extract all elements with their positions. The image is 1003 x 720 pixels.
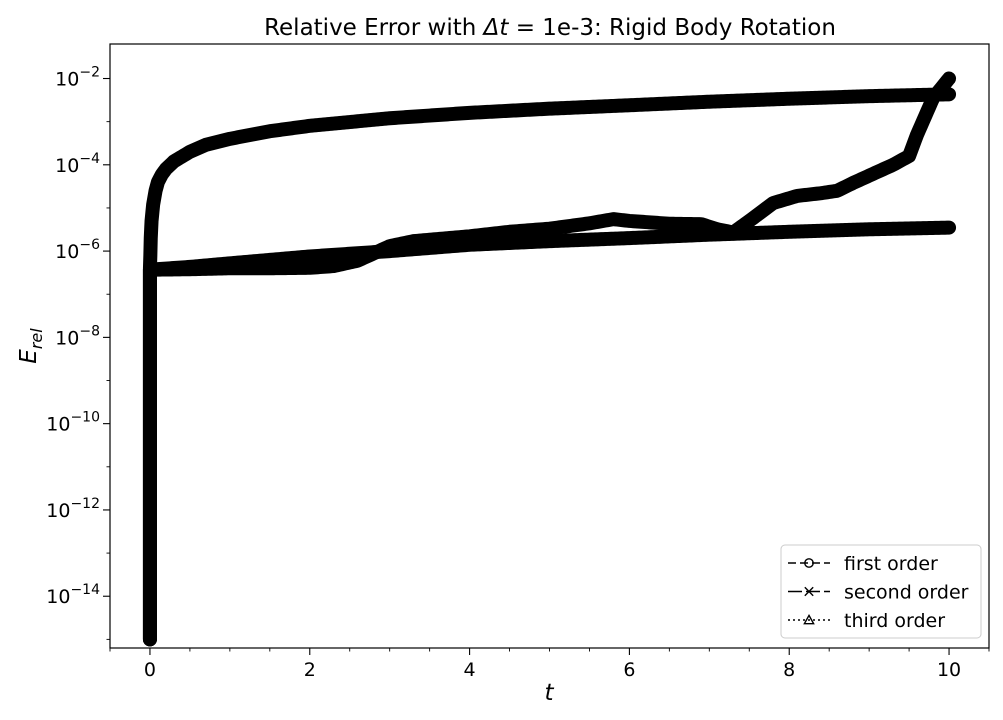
data-point-s2-7 [544, 236, 555, 246]
y-tick-label-5: 10−12 [46, 496, 100, 522]
data-point-s1-5 [148, 199, 159, 210]
data-point-s3-23 [791, 189, 804, 201]
x-tick-label-2: 4 [464, 659, 476, 681]
plot-area [142, 71, 957, 647]
y-axis-label-sub: rel [27, 328, 46, 349]
y-tick-label-3: 10−8 [55, 323, 100, 349]
y-axis-ticks: 10−2 10−4 10−6 10−8 10−10 10−12 10−14 [46, 65, 110, 640]
data-point-s1-15 [304, 120, 315, 131]
x-axis-ticks: 0 2 4 6 8 10 [109, 648, 990, 681]
data-point-s3-22 [767, 196, 780, 208]
data-point-s3-21 [743, 214, 756, 226]
legend-item-3: third order [788, 610, 945, 632]
series-dash-3 [149, 78, 950, 640]
data-point-s3-18 [695, 218, 708, 229]
x-tick-label-4: 8 [783, 659, 795, 681]
chart-title-prefix: Relative Error with [264, 15, 484, 41]
data-point-s2-8 [624, 233, 635, 243]
data-point-s1-11 [185, 146, 195, 157]
data-point-s1-22 [864, 91, 875, 102]
x-tick-label-5: 10 [937, 659, 961, 681]
data-point-s1-17 [464, 107, 475, 118]
data-point-s3-10 [431, 232, 444, 244]
data-point-s3-16 [623, 214, 636, 226]
y-axis-label-main: E [16, 349, 42, 364]
legend-item-2: second order [788, 582, 969, 604]
data-point-s1-10 [169, 156, 179, 167]
data-point-s3-0 [144, 633, 156, 644]
data-point-s2-11 [864, 224, 874, 234]
data-point-s1-2 [145, 250, 156, 261]
data-point-s3-27 [871, 165, 883, 177]
data-point-s3-5 [303, 261, 316, 273]
data-point-s1-16 [384, 113, 395, 124]
data-point-s1-18 [544, 103, 555, 114]
chart-title-math: Δt [482, 15, 510, 41]
series-first-order [142, 87, 957, 647]
legend-label-3: third order [844, 610, 945, 632]
y-tick-label-1: 10−4 [55, 151, 100, 177]
y-tick-label-0: 10−2 [55, 65, 100, 91]
data-point-s3-2 [184, 263, 196, 274]
data-point-s3-26 [847, 176, 859, 188]
data-point-s1-13 [224, 133, 235, 144]
data-point-s3-28 [887, 158, 899, 170]
x-tick-label-0: 0 [144, 659, 156, 681]
y-axis-label: Erel [16, 328, 46, 364]
data-point-s1-21 [784, 93, 795, 104]
data-point-s3-25 [831, 184, 843, 196]
data-point-s3-17 [663, 217, 676, 229]
data-point-s3-4 [264, 262, 276, 273]
legend-label-2: second order [844, 582, 969, 604]
y-tick-label-4: 10−10 [46, 410, 100, 436]
data-point-s3-9 [407, 235, 420, 246]
data-point-s3-1 [144, 263, 156, 275]
y-tick-label-6: 10−14 [46, 582, 100, 608]
data-point-s2-4 [305, 251, 315, 262]
data-point-s3-20 [727, 226, 740, 237]
data-point-s1-3 [145, 233, 156, 243]
data-point-s3-14 [583, 217, 596, 228]
legend-item-1: first order [788, 553, 938, 575]
data-point-s1-19 [624, 100, 635, 111]
data-point-s1-20 [704, 96, 715, 107]
data-point-s1-9 [161, 164, 171, 174]
data-point-s3-6 [327, 259, 340, 271]
data-point-s3-29 [903, 149, 915, 161]
data-point-s3-13 [543, 222, 556, 234]
legend-marker-1 [804, 558, 814, 568]
series-dash-1 [149, 93, 950, 640]
data-point-s3-31 [927, 92, 939, 103]
data-point-s3-15 [607, 213, 620, 224]
legend: first order second order third order [780, 544, 982, 639]
y-tick-label-2: 10−6 [55, 237, 100, 263]
data-point-s3-12 [503, 225, 516, 237]
chart-title-suffix: = 1e-3: Rigid Body Rotation [508, 15, 836, 41]
series-third-order [142, 71, 957, 647]
legend-marker-2 [804, 586, 814, 597]
legend-label-1: first order [844, 553, 938, 575]
data-point-s3-7 [351, 254, 364, 266]
data-point-s3-32 [943, 72, 955, 83]
x-axis-label: t [544, 680, 554, 706]
x-tick-label-3: 6 [623, 659, 635, 681]
data-point-s3-11 [463, 230, 476, 241]
data-point-s3-30 [911, 128, 923, 140]
legend-marker-3 [803, 613, 815, 625]
data-point-s1-7 [153, 177, 163, 187]
chart-title: Relative Error with Δt = 1e-3: Rigid Bod… [264, 15, 836, 41]
data-point-s1-14 [264, 126, 275, 137]
data-point-s3-8 [383, 240, 396, 251]
data-point-s1-6 [150, 185, 161, 196]
data-point-s3-24 [815, 187, 828, 198]
data-point-s2-12 [944, 222, 954, 233]
data-point-s1-4 [146, 216, 157, 226]
data-point-s2-10 [784, 227, 794, 237]
data-point-s1-12 [200, 139, 211, 150]
data-point-s3-19 [711, 223, 724, 234]
x-tick-label-1: 2 [304, 659, 316, 681]
data-point-s3-3 [224, 262, 236, 273]
legend-box [780, 544, 982, 639]
